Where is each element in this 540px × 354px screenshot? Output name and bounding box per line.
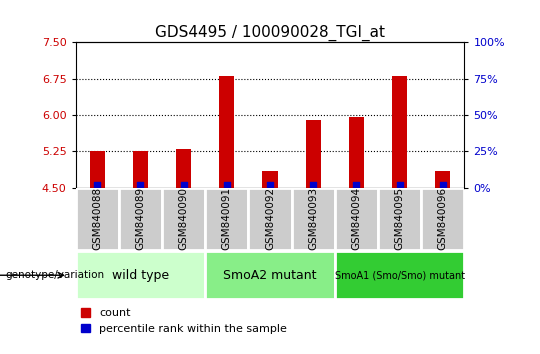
Bar xyxy=(205,188,248,250)
Point xyxy=(266,183,274,188)
Bar xyxy=(292,188,335,250)
Bar xyxy=(262,171,278,188)
Bar xyxy=(205,251,335,299)
Bar xyxy=(306,120,321,188)
Point xyxy=(222,183,231,188)
Bar xyxy=(76,188,119,250)
Legend: count, percentile rank within the sample: count, percentile rank within the sample xyxy=(81,308,287,334)
Bar xyxy=(90,152,105,188)
Point xyxy=(395,183,404,188)
Text: GSM840092: GSM840092 xyxy=(265,187,275,250)
Text: GSM840088: GSM840088 xyxy=(92,187,102,250)
Bar xyxy=(378,188,421,250)
Point xyxy=(352,183,361,188)
Bar xyxy=(176,149,191,188)
Bar xyxy=(119,188,162,250)
Text: SmoA1 (Smo/Smo) mutant: SmoA1 (Smo/Smo) mutant xyxy=(335,270,464,280)
Point xyxy=(93,183,102,188)
Text: GSM840089: GSM840089 xyxy=(136,187,145,250)
Bar xyxy=(162,188,205,250)
Point xyxy=(438,183,447,188)
Point xyxy=(179,183,188,188)
Text: GSM840094: GSM840094 xyxy=(352,187,361,250)
Bar xyxy=(335,188,378,250)
Text: GSM840093: GSM840093 xyxy=(308,187,318,250)
Bar xyxy=(219,76,234,188)
Text: GSM840090: GSM840090 xyxy=(179,187,188,250)
Point xyxy=(309,183,318,188)
Text: GSM840096: GSM840096 xyxy=(438,187,448,250)
Bar xyxy=(335,251,464,299)
Text: GSM840091: GSM840091 xyxy=(222,187,232,250)
Text: GSM840095: GSM840095 xyxy=(395,187,404,250)
Bar xyxy=(421,188,464,250)
Text: wild type: wild type xyxy=(112,269,169,282)
Text: genotype/variation: genotype/variation xyxy=(5,270,105,280)
Title: GDS4495 / 100090028_TGI_at: GDS4495 / 100090028_TGI_at xyxy=(155,25,385,41)
Bar xyxy=(349,118,364,188)
Point xyxy=(136,183,145,188)
Bar xyxy=(133,152,148,188)
Bar xyxy=(435,171,450,188)
Bar xyxy=(76,251,205,299)
Bar xyxy=(392,76,407,188)
Text: SmoA2 mutant: SmoA2 mutant xyxy=(223,269,317,282)
Bar xyxy=(248,188,292,250)
